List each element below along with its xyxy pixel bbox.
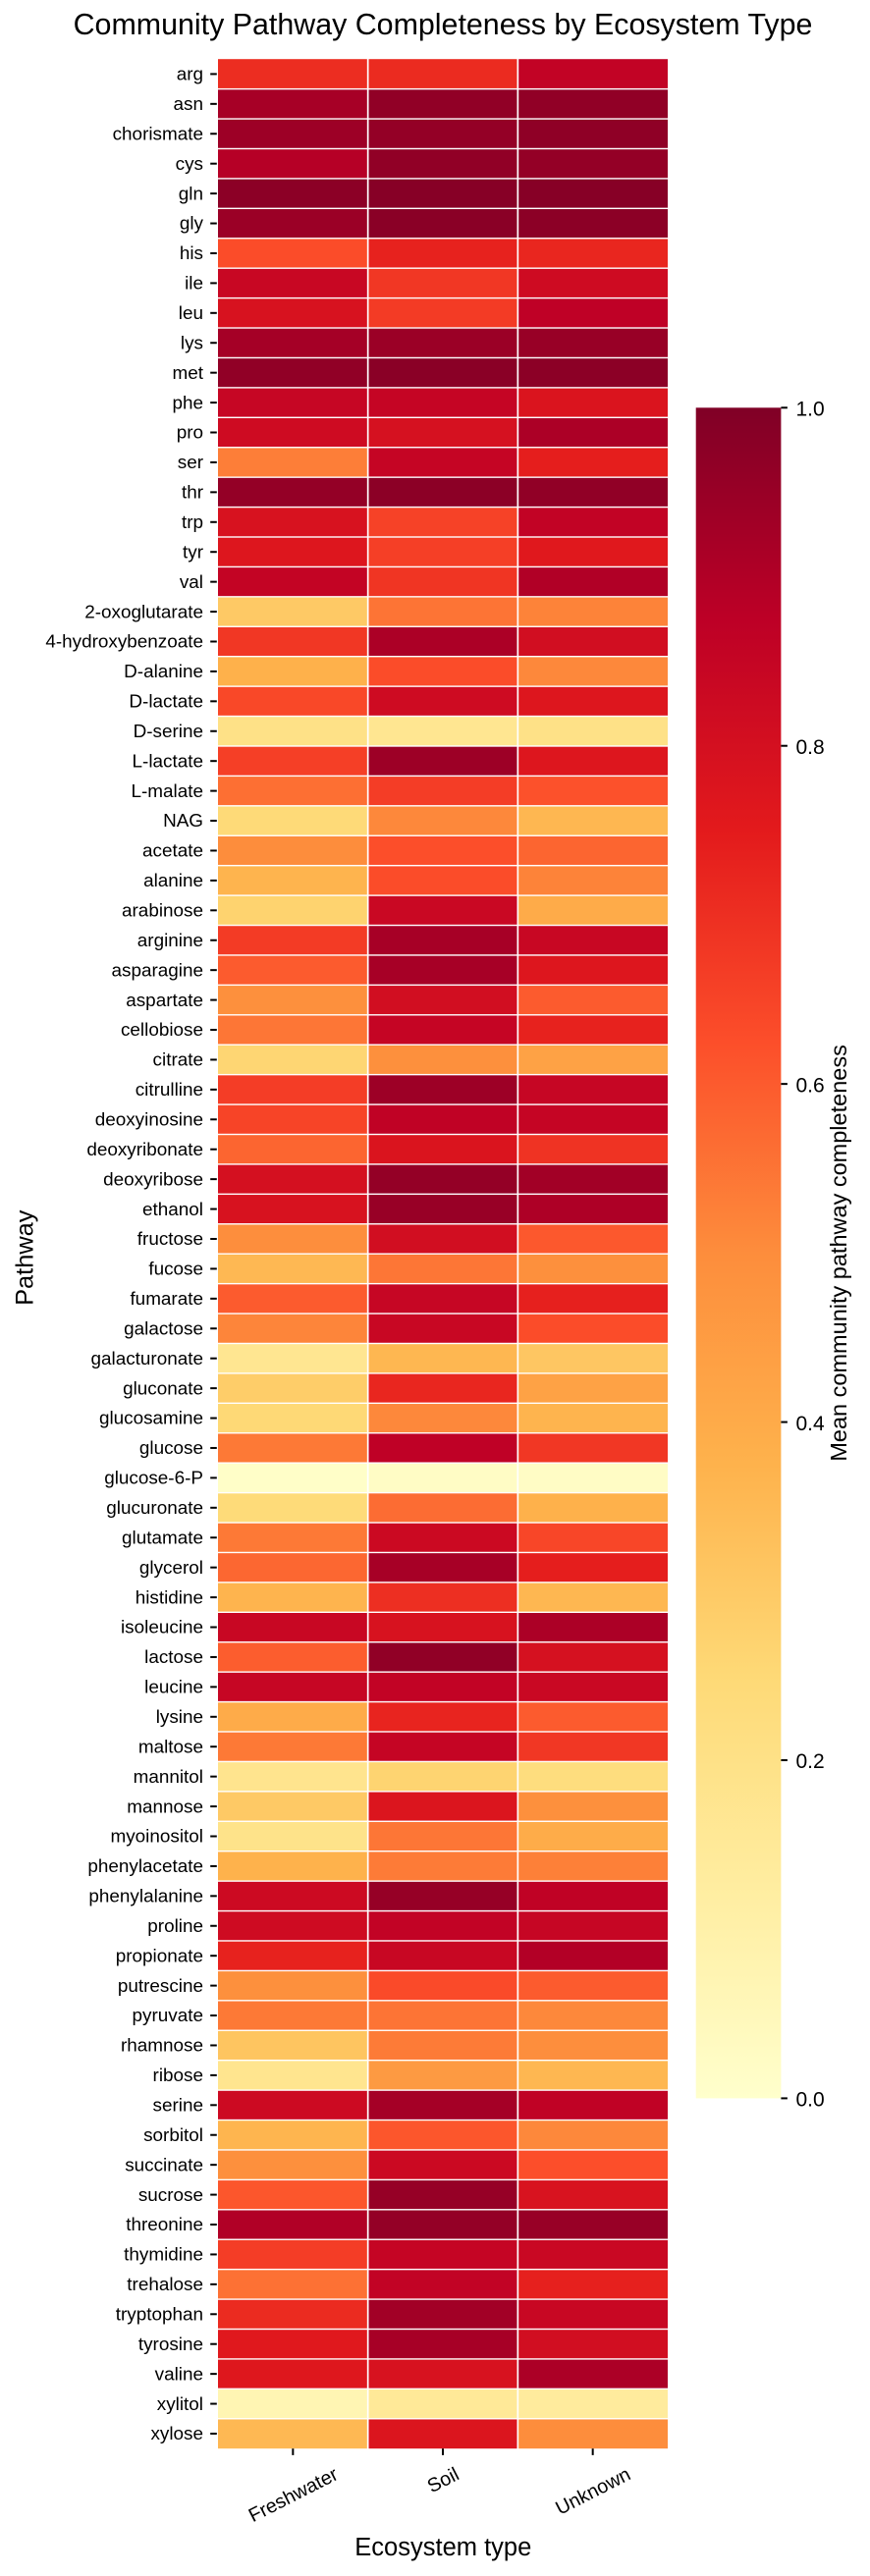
svg-text:arginine: arginine <box>137 931 203 951</box>
svg-text:his: his <box>180 243 203 264</box>
svg-text:citrate: citrate <box>153 1050 203 1071</box>
svg-text:deoxyribose: deoxyribose <box>103 1169 203 1190</box>
svg-text:pro: pro <box>177 423 203 444</box>
svg-text:threonine: threonine <box>126 2215 203 2235</box>
svg-text:glucuronate: glucuronate <box>106 1498 203 1519</box>
svg-text:thr: thr <box>182 483 203 504</box>
svg-text:galactose: galactose <box>124 1318 203 1339</box>
svg-text:ribose: ribose <box>153 2066 203 2086</box>
svg-text:1.0: 1.0 <box>796 399 825 421</box>
svg-text:NAG: NAG <box>163 811 203 832</box>
svg-text:asn: asn <box>174 94 203 115</box>
svg-text:mannitol: mannitol <box>134 1767 203 1788</box>
svg-text:glucosamine: glucosamine <box>99 1409 203 1429</box>
svg-text:isoleucine: isoleucine <box>121 1618 203 1638</box>
svg-text:asparagine: asparagine <box>112 960 203 981</box>
svg-text:arg: arg <box>177 65 203 85</box>
svg-text:histidine: histidine <box>136 1587 203 1608</box>
svg-text:2-oxoglutarate: 2-oxoglutarate <box>84 602 203 622</box>
svg-text:Ecosystem type: Ecosystem type <box>354 2534 531 2561</box>
svg-text:D-lactate: D-lactate <box>129 692 203 713</box>
svg-text:deoxyinosine: deoxyinosine <box>95 1109 203 1130</box>
svg-text:0.8: 0.8 <box>796 736 825 759</box>
svg-text:sucrose: sucrose <box>138 2185 203 2206</box>
svg-text:trehalose: trehalose <box>127 2275 203 2295</box>
svg-text:ser: ser <box>178 453 203 473</box>
svg-text:glutamate: glutamate <box>122 1528 203 1548</box>
svg-text:rhamnose: rhamnose <box>121 2036 203 2057</box>
svg-text:deoxyribonate: deoxyribonate <box>86 1140 203 1160</box>
svg-text:glucose-6-P: glucose-6-P <box>104 1469 203 1489</box>
svg-text:phe: phe <box>172 393 203 413</box>
svg-text:D-serine: D-serine <box>134 722 203 742</box>
svg-text:lys: lys <box>181 333 203 353</box>
svg-text:cys: cys <box>176 154 203 175</box>
svg-text:lactose: lactose <box>144 1647 203 1668</box>
svg-text:fumarate: fumarate <box>130 1289 203 1310</box>
svg-text:0.6: 0.6 <box>796 1074 825 1097</box>
svg-text:cellobiose: cellobiose <box>121 1020 203 1041</box>
svg-text:proline: proline <box>147 1916 203 1937</box>
svg-text:alanine: alanine <box>143 871 203 891</box>
svg-text:mannose: mannose <box>127 1797 203 1817</box>
svg-text:putrescine: putrescine <box>118 1976 203 1997</box>
svg-text:myoinositol: myoinositol <box>111 1827 204 1848</box>
svg-text:4-hydroxybenzoate: 4-hydroxybenzoate <box>45 632 203 653</box>
svg-text:acetate: acetate <box>142 841 203 862</box>
svg-text:Community Pathway Completeness: Community Pathway Completeness by Ecosys… <box>74 8 813 41</box>
svg-text:leucine: leucine <box>144 1678 203 1698</box>
svg-text:chorismate: chorismate <box>113 124 203 144</box>
svg-text:lysine: lysine <box>156 1707 203 1728</box>
svg-text:Pathway: Pathway <box>12 1209 39 1306</box>
svg-text:glycerol: glycerol <box>139 1558 203 1579</box>
svg-text:gluconate: gluconate <box>123 1378 203 1399</box>
svg-text:glucose: glucose <box>139 1438 203 1459</box>
svg-text:trp: trp <box>182 512 203 533</box>
svg-text:ethanol: ethanol <box>142 1200 203 1220</box>
svg-text:thymidine: thymidine <box>124 2245 203 2266</box>
svg-text:xylose: xylose <box>150 2424 203 2444</box>
svg-text:tryptophan: tryptophan <box>116 2304 203 2325</box>
svg-text:0.4: 0.4 <box>796 1413 826 1435</box>
svg-text:tyr: tyr <box>183 542 203 563</box>
svg-text:0.2: 0.2 <box>796 1750 825 1773</box>
svg-text:fructose: fructose <box>137 1229 203 1250</box>
svg-text:0.0: 0.0 <box>796 2089 825 2112</box>
svg-text:succinate: succinate <box>125 2155 203 2175</box>
svg-text:maltose: maltose <box>138 1737 203 1757</box>
svg-text:val: val <box>180 572 203 593</box>
svg-text:propionate: propionate <box>116 1946 203 1966</box>
svg-text:xylitol: xylitol <box>157 2394 203 2415</box>
svg-text:serine: serine <box>153 2096 203 2117</box>
svg-text:L-malate: L-malate <box>132 781 204 802</box>
svg-text:leu: leu <box>179 303 203 324</box>
svg-text:D-alanine: D-alanine <box>124 662 203 682</box>
svg-text:phenylalanine: phenylalanine <box>88 1887 203 1907</box>
svg-text:ile: ile <box>185 274 203 295</box>
svg-text:L-lactate: L-lactate <box>133 751 203 772</box>
svg-text:valine: valine <box>155 2364 203 2385</box>
svg-text:Mean community pathway complet: Mean community pathway completeness <box>826 1045 851 1462</box>
svg-text:pyruvate: pyruvate <box>133 2006 203 2026</box>
svg-text:arabinose: arabinose <box>122 901 203 922</box>
svg-text:fucose: fucose <box>148 1260 203 1280</box>
svg-text:galacturonate: galacturonate <box>91 1349 203 1369</box>
svg-text:gln: gln <box>179 184 203 204</box>
svg-text:gly: gly <box>180 214 204 235</box>
svg-text:tyrosine: tyrosine <box>138 2334 203 2355</box>
svg-text:sorbitol: sorbitol <box>143 2125 203 2146</box>
svg-text:met: met <box>173 363 204 384</box>
svg-text:aspartate: aspartate <box>126 991 203 1011</box>
svg-text:citrulline: citrulline <box>136 1080 203 1100</box>
svg-text:phenylacetate: phenylacetate <box>87 1856 203 1877</box>
